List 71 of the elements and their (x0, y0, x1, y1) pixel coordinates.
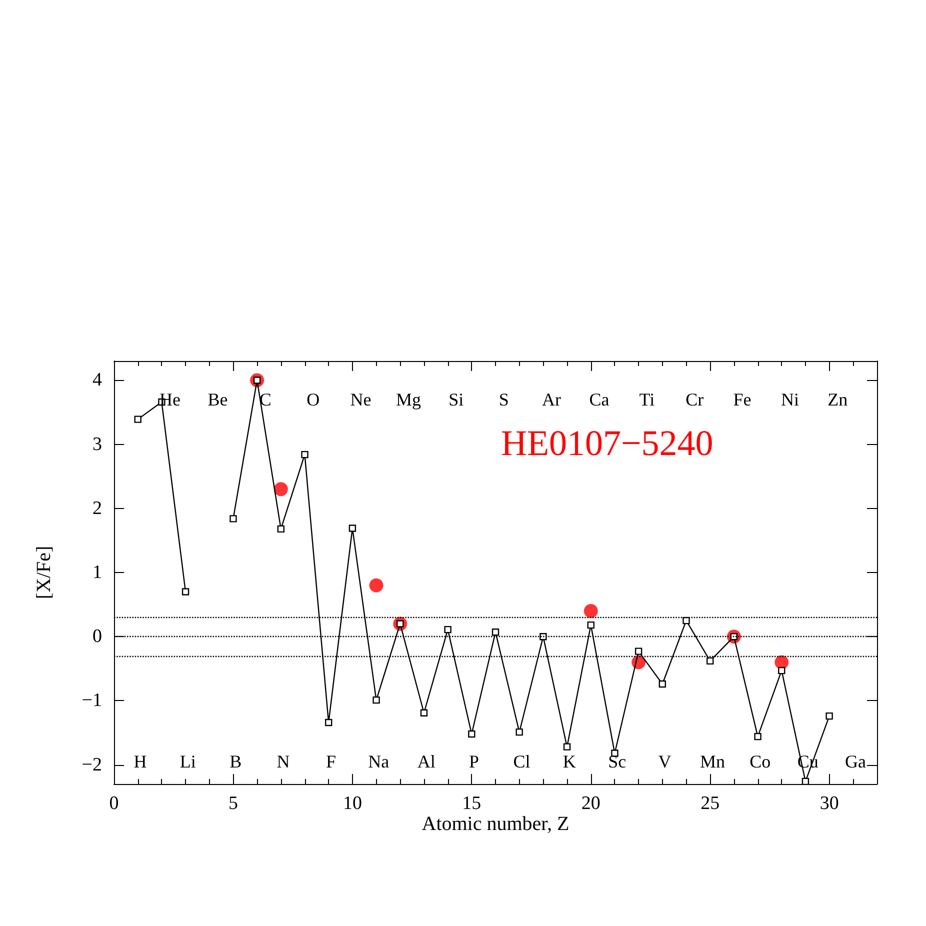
annotation: Fe (733, 389, 752, 410)
point (754, 732, 762, 740)
point (301, 450, 308, 458)
annotation: Sc (608, 752, 626, 772)
point (634, 648, 642, 655)
point (826, 712, 833, 720)
point (324, 718, 332, 726)
annotation: V (658, 752, 672, 772)
y-tick-label: 3 (92, 434, 102, 455)
y-tick-label: 1 (92, 562, 102, 583)
annotation: Li (180, 752, 196, 772)
y-tick-label: −1 (82, 690, 102, 712)
annotation: Si (448, 389, 464, 410)
x-tick-label: 25 (700, 793, 720, 814)
text: HE0107−5240 (501, 423, 714, 463)
point (348, 524, 356, 532)
point (706, 657, 714, 665)
point (277, 525, 285, 533)
annotation: Ne (350, 389, 372, 410)
y-tick-label: −2 (82, 754, 102, 776)
annotation: S (498, 389, 509, 410)
annotation: N (276, 752, 290, 772)
x-tick-label: 10 (342, 793, 362, 814)
point (182, 588, 190, 596)
point (584, 604, 598, 618)
annotation: K (562, 752, 576, 772)
x-tick-label: 0 (109, 793, 119, 814)
annotation: Zn (828, 389, 848, 410)
annotation: H (134, 752, 147, 772)
annotation: P (469, 752, 480, 772)
point (369, 578, 384, 592)
y-tick-label: 2 (92, 498, 102, 519)
point (444, 626, 452, 634)
x-tick-label: 30 (820, 793, 839, 814)
annotation: Mn (700, 752, 725, 772)
y-tick-label: 4 (92, 370, 102, 391)
point (658, 680, 666, 688)
annotation: Be (208, 389, 228, 410)
x-tick-label: 15 (462, 793, 482, 814)
annotation: Cl (513, 752, 530, 772)
annotation: B (230, 752, 242, 772)
annotation: O (306, 389, 320, 410)
annotation: Ti (639, 389, 655, 410)
annotation: Mg (396, 389, 421, 410)
x-axis-title: Atomic number, Z (422, 813, 570, 835)
point (516, 728, 523, 736)
annotation: Na (368, 752, 390, 772)
point (230, 515, 237, 522)
annotation: F (326, 752, 336, 772)
annotation: Ni (780, 389, 799, 410)
y-axis-title: [X/Fe] (33, 546, 55, 600)
point (468, 730, 476, 738)
annotation: Ga (845, 752, 866, 772)
point (778, 666, 786, 674)
point (274, 482, 288, 496)
annotation: Al (417, 752, 436, 772)
point (134, 416, 142, 423)
x-tick-label: 20 (581, 793, 600, 814)
annotation: Co (750, 752, 771, 772)
point (492, 628, 500, 636)
point (587, 621, 594, 629)
point (372, 696, 380, 704)
x-tick-label: 5 (228, 793, 238, 814)
point (563, 743, 571, 750)
point (540, 632, 547, 640)
annotation: Ca (589, 389, 610, 410)
annotation: Ar (542, 389, 562, 410)
y-tick-label: 0 (92, 626, 102, 648)
annotation: Cr (686, 389, 704, 410)
point (682, 616, 690, 624)
point (420, 709, 428, 716)
